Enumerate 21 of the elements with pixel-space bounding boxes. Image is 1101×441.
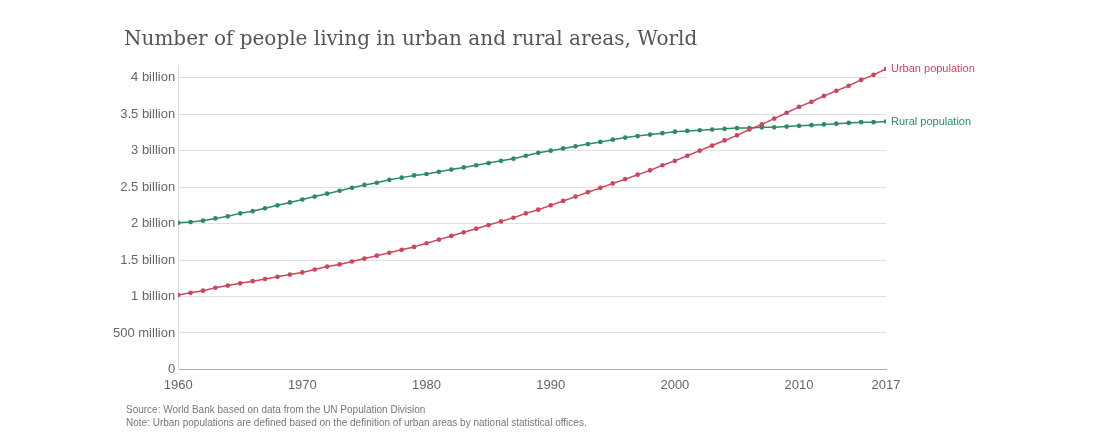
chart-title: Number of people living in urban and rural areas, World — [124, 26, 698, 50]
series-label: Urban population — [891, 62, 975, 75]
series-label: Rural population — [891, 114, 972, 127]
x-tick-label: 1980 — [412, 376, 441, 392]
x-tick-label: 1960 — [163, 376, 193, 392]
y-tick-label: 2 billion — [131, 215, 176, 231]
y-tick-label: 2.5 billion — [120, 178, 176, 194]
y-tick-label: 1.5 billion — [120, 251, 176, 267]
x-tick-label: 1990 — [536, 376, 566, 392]
x-tick-label: 2000 — [660, 376, 690, 392]
y-tick-label: 1 billion — [131, 288, 176, 304]
y-tick-label: 3.5 billion — [120, 105, 176, 121]
text: Note: Urban populations are defined based on the definition of urban areas by national statistical offices. — [126, 416, 587, 429]
x-tick-label: 1970 — [287, 376, 317, 392]
source-note: Source: World Bank based on data from the UN Population Division — [126, 403, 427, 416]
y-tick-label: 3 billion — [131, 142, 176, 158]
y-tick-label: 0 — [167, 360, 176, 376]
y-tick-label: 4 billion — [131, 69, 176, 85]
x-tick-label: 2010 — [784, 376, 814, 392]
y-tick-label: 500 million — [112, 324, 176, 340]
x-tick-label: 2017 — [871, 376, 901, 392]
